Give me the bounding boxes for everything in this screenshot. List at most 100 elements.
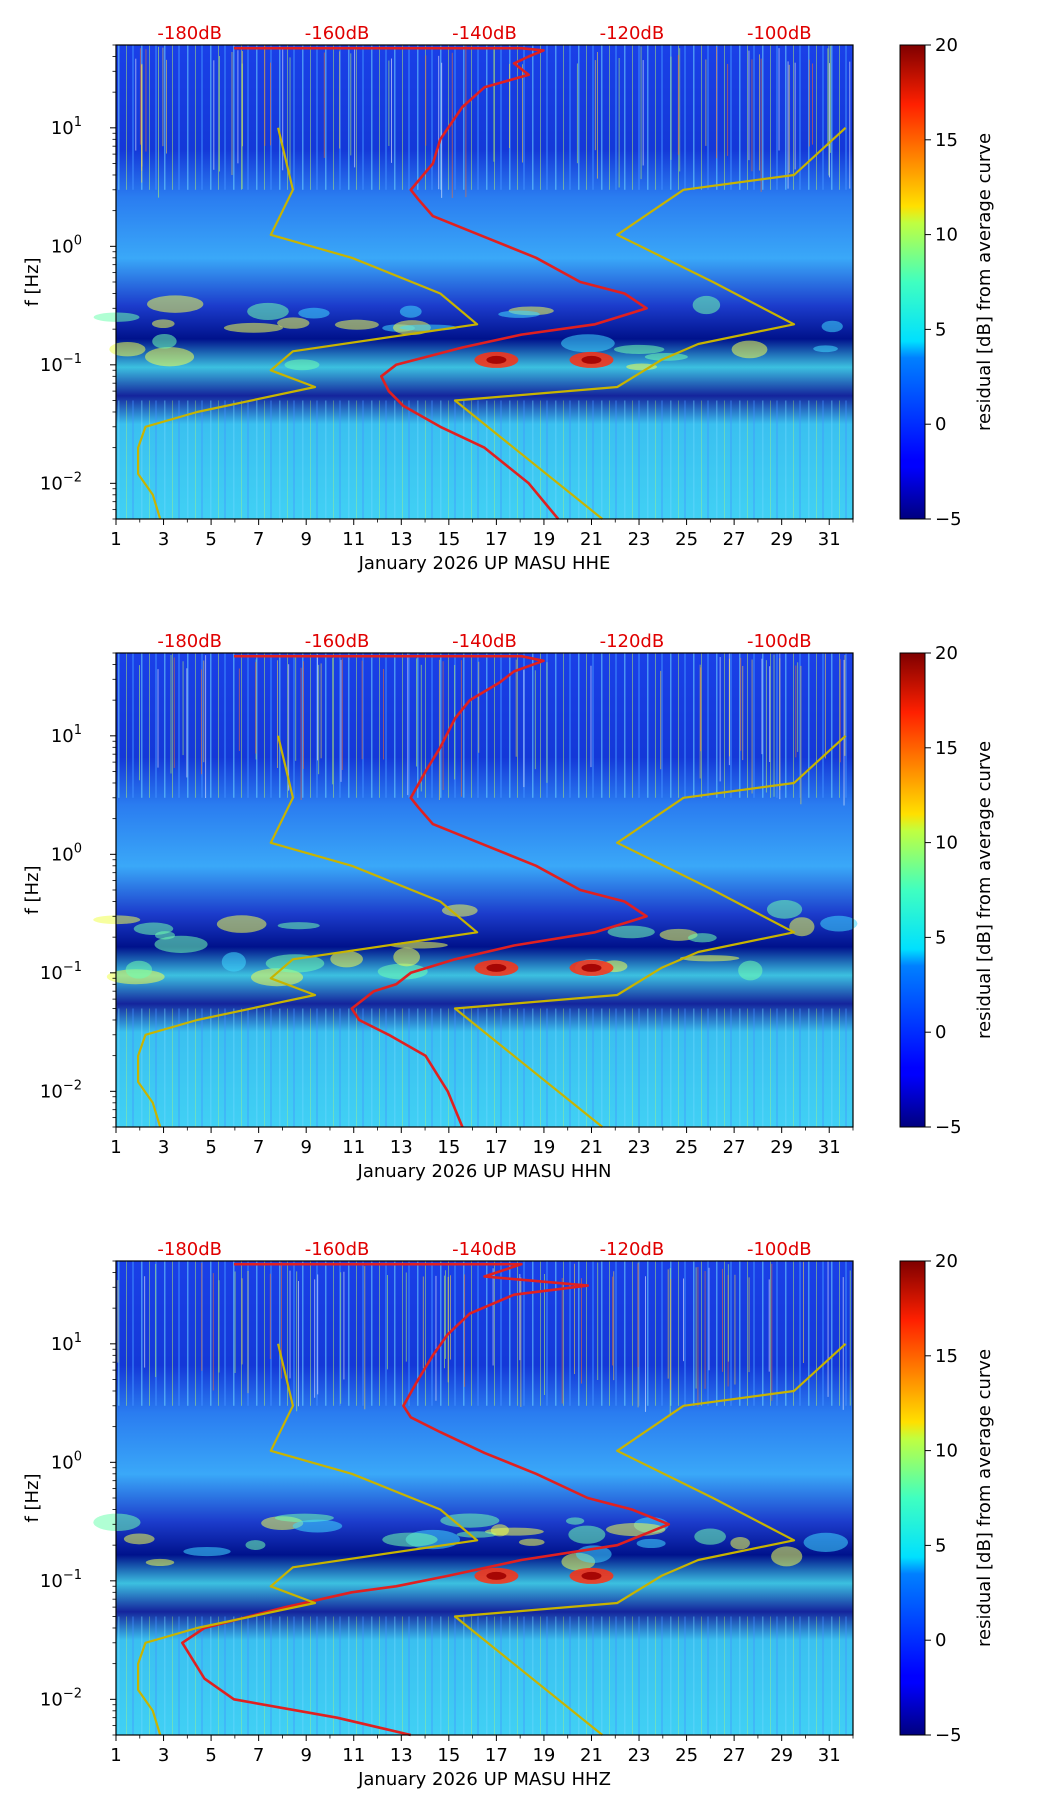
x-tick-label: 25 [675, 1745, 698, 1766]
x-tick-label: 31 [818, 1745, 841, 1766]
x-tick-label: 23 [628, 1137, 651, 1158]
colorbar-tick-label: 15 [935, 738, 958, 759]
spectrogram-microseism-blobs [93, 900, 858, 987]
colorbar-tick-label: 15 [935, 1346, 958, 1367]
spectrogram-microseism-blobs [93, 295, 843, 371]
x-tick-label: 9 [300, 1745, 311, 1766]
colorbar: 20 15 10 5 0 −5 residual [dB] from average cur… [899, 1251, 995, 1746]
x-tick-label: 11 [342, 1745, 365, 1766]
y-tick-base: 10 [40, 1571, 63, 1592]
colorbar-tick-label: −5 [935, 1725, 962, 1746]
spectrogram-low-freq-stripes [116, 1616, 853, 1735]
y-tick-label: 101 [51, 1331, 82, 1355]
y-tick-label: 10−1 [40, 960, 82, 984]
y-tick-label: 101 [51, 115, 82, 139]
colorbar-tick-label: −5 [935, 1117, 962, 1138]
db-scale-label: -180dB [157, 631, 222, 652]
x-tick-label: 23 [628, 1745, 651, 1766]
spectrogram-transients [135, 45, 851, 199]
spectrogram-microseism-blobs [93, 1513, 849, 1584]
x-tick-label: 3 [158, 1745, 169, 1766]
db-scale-label: -100dB [747, 1239, 812, 1260]
x-tick-label: 27 [723, 1745, 746, 1766]
db-scale-label: -100dB [747, 23, 812, 44]
x-tick-label: 9 [300, 529, 311, 550]
x-tick-label: 7 [253, 529, 264, 550]
y-tick-exponent: −2 [63, 1686, 82, 1701]
x-tick-label: 1 [110, 1137, 121, 1158]
y-tick-base: 10 [40, 1081, 63, 1102]
x-tick-label: 1 [110, 529, 121, 550]
y-tick-base: 10 [40, 963, 63, 984]
x-tick-label: 25 [675, 1137, 698, 1158]
x-tick-label: 15 [437, 1137, 460, 1158]
colorbar-tick-label: 5 [935, 1535, 946, 1556]
x-tick-label: 13 [390, 1745, 413, 1766]
y-tick-label: 10−1 [40, 352, 82, 376]
x-tick-label: 31 [818, 529, 841, 550]
curve-nlnm [137, 127, 479, 520]
x-tick-label: 1 [110, 1745, 121, 1766]
db-scale-label: -120dB [600, 23, 665, 44]
y-tick-base: 10 [40, 1689, 63, 1710]
y-tick-base: 10 [51, 844, 74, 865]
y-tick-label: 10−1 [40, 1568, 82, 1592]
colorbar-tick-label: 0 [935, 1022, 946, 1043]
x-tick-label: 23 [628, 529, 651, 550]
x-tick-label: 9 [300, 1137, 311, 1158]
db-scale-label: -180dB [157, 23, 222, 44]
y-tick-label: 100 [51, 1449, 82, 1473]
db-scale-label: -160dB [305, 1239, 370, 1260]
db-scale-label: -120dB [600, 631, 665, 652]
y-tick-base: 10 [51, 1334, 74, 1355]
db-scale-label: -140dB [452, 1239, 517, 1260]
x-axis-title: January 2026 UP MASU HHE [358, 553, 611, 574]
db-scale-label: -140dB [452, 631, 517, 652]
colorbar-tick-label: 5 [935, 319, 946, 340]
curve-nhnm [453, 126, 847, 520]
y-axis-title: f [Hz] [22, 1473, 43, 1522]
curve-nhnm [453, 1342, 847, 1736]
spectrogram-transients [139, 653, 846, 806]
curve-nlnm [137, 1343, 479, 1736]
x-axis-title: January 2026 UP MASU HHN [357, 1161, 612, 1182]
colorbar-label: residual [dB] from average curve [974, 133, 995, 431]
colorbar-gradient [899, 652, 926, 1128]
y-tick-exponent: 1 [74, 723, 82, 738]
db-scale-label: -160dB [305, 631, 370, 652]
x-tick-label: 7 [253, 1137, 264, 1158]
x-tick-label: 17 [485, 1137, 508, 1158]
colorbar-tick-label: 10 [935, 225, 958, 246]
y-tick-exponent: 0 [74, 233, 82, 248]
db-scale-label: -140dB [452, 23, 517, 44]
spectrogram-transients [117, 1261, 851, 1416]
x-tick-label: 7 [253, 1745, 264, 1766]
colorbar-tick-label: 20 [935, 1251, 958, 1272]
x-tick-label: 29 [770, 529, 793, 550]
colorbar-tick-label: 15 [935, 130, 958, 151]
x-tick-label: 27 [723, 1137, 746, 1158]
y-tick-label: 10−2 [40, 1686, 82, 1710]
spectrogram-transient-stripes [116, 653, 853, 798]
colorbar-gradient [899, 1260, 926, 1736]
colorbar: 20 15 10 5 0 −5 residual [dB] from average cur… [899, 35, 995, 530]
curve-average-psd [233, 46, 648, 520]
colorbar-tick-label: −5 [935, 509, 962, 530]
colorbar: 20 15 10 5 0 −5 residual [dB] from average cur… [899, 643, 995, 1138]
y-tick-base: 10 [40, 355, 63, 376]
x-tick-label: 27 [723, 529, 746, 550]
x-tick-label: 11 [342, 1137, 365, 1158]
y-tick-base: 10 [51, 236, 74, 257]
y-tick-exponent: −1 [63, 1568, 82, 1583]
curve-nlnm [137, 735, 479, 1128]
y-tick-exponent: −2 [63, 1078, 82, 1093]
colorbar-gradient [899, 44, 926, 520]
x-tick-label: 17 [485, 529, 508, 550]
db-scale-label: -180dB [157, 1239, 222, 1260]
y-tick-exponent: 1 [74, 115, 82, 130]
spectrogram-low-freq-stripes [116, 400, 853, 519]
curve-nhnm [453, 734, 847, 1128]
x-tick-label: 21 [580, 1137, 603, 1158]
